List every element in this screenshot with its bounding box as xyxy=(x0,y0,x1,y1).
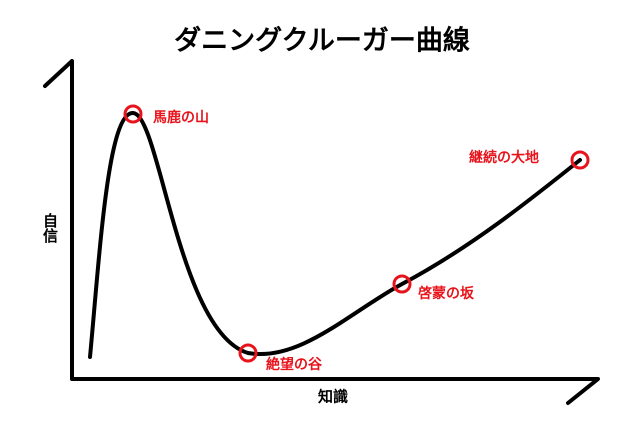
point-label: 啓蒙の坂 xyxy=(418,285,475,302)
x-axis-label: 知識 xyxy=(318,388,348,406)
point-marker xyxy=(392,274,412,294)
point-label: 継続の大地 xyxy=(469,149,539,166)
point-label: 馬鹿の山 xyxy=(153,109,209,126)
point-label: 絶望の谷 xyxy=(266,356,323,373)
curve xyxy=(88,110,582,359)
point-marker xyxy=(570,150,590,170)
title: ダニングクルーガー曲線 xyxy=(174,25,470,57)
axes xyxy=(43,59,600,405)
point-marker xyxy=(238,343,258,363)
point-marker xyxy=(123,104,143,124)
y-axis-label: 自信 xyxy=(41,212,59,244)
markers xyxy=(123,104,590,363)
